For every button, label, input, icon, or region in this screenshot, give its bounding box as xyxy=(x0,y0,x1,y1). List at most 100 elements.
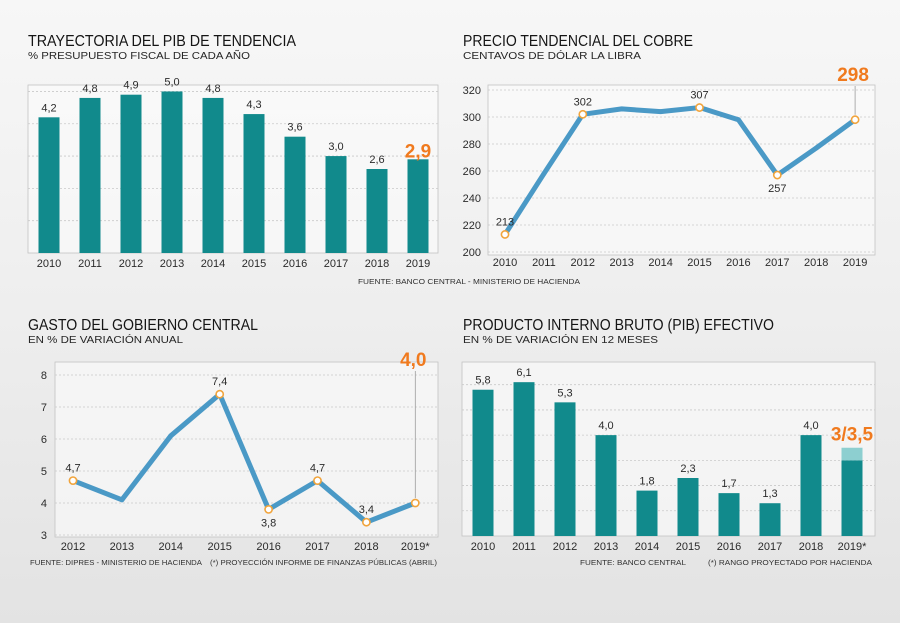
point-label: 4,7 xyxy=(65,463,80,475)
x-tick-label: 2016 xyxy=(717,541,741,553)
x-tick-label: 2019* xyxy=(838,541,867,553)
chart-title: TRAYECTORIA DEL PIB DE TENDENCIA xyxy=(28,33,296,50)
x-tick-label: 2014 xyxy=(635,541,659,553)
chart-title: PRECIO TENDENCIAL DEL COBRE xyxy=(463,33,693,50)
x-tick-label: 2013 xyxy=(160,258,184,270)
bar-2012 xyxy=(120,94,142,253)
point-2014 xyxy=(168,433,174,439)
plot-area: 2010 2011 2012 2013 2014 2015 2016 2017 2018 2019… xyxy=(461,361,876,553)
bar-2014 xyxy=(636,490,658,536)
point-label: 3,4 xyxy=(359,504,374,516)
x-tick-label: 2013 xyxy=(609,257,633,269)
source-note-top: FUENTE: BANCO CENTRAL - MINISTERIO DE HA… xyxy=(358,277,580,286)
x-tick-label: 2016 xyxy=(256,541,280,553)
point-2013 xyxy=(619,106,625,112)
bar-2018 xyxy=(366,169,388,253)
x-tick-label: 2012 xyxy=(61,541,85,553)
y-tick-label: 3 xyxy=(41,530,47,542)
x-tick-label: 2017 xyxy=(324,258,348,270)
x-tick-label: 2014 xyxy=(648,257,672,269)
x-tick-label: 2012 xyxy=(119,258,143,270)
point-label: 3,8 xyxy=(261,517,276,529)
value-label: 1,7 xyxy=(721,478,736,490)
value-label: 3,6 xyxy=(287,122,302,134)
y-tick-label: 320 xyxy=(463,85,481,97)
highlight-value-label: 4,0 xyxy=(400,350,426,371)
highlight-value-label: 3/3,5 xyxy=(831,425,874,446)
x-tick-label: 2011 xyxy=(512,541,536,553)
point-label: 302 xyxy=(574,96,592,108)
value-label: 2,3 xyxy=(680,463,695,475)
value-label: 5,3 xyxy=(557,387,572,399)
point-marker-2012 xyxy=(578,109,588,119)
x-tick-label: 2014 xyxy=(159,541,183,553)
bar-2017 xyxy=(759,503,781,536)
point-marker-2010 xyxy=(500,230,510,239)
value-label: 4,3 xyxy=(246,99,261,111)
x-tick-label: 2012 xyxy=(571,257,595,269)
point-marker-2016 xyxy=(264,504,273,514)
x-tick-label: 2018 xyxy=(804,257,828,269)
x-tick-label: 2019 xyxy=(406,258,430,270)
plot-area: 2010 2011 2012 2013 2014 2015 2016 2017 2018 2019… xyxy=(27,76,439,270)
chart-title: PRODUCTO INTERNO BRUTO (PIB) EFECTIVO xyxy=(463,317,774,334)
chart-subtitle: % PRESUPUESTO FISCAL DE CADA AÑO xyxy=(28,49,250,62)
x-tick-label: 2014 xyxy=(201,258,225,270)
bar-2016 xyxy=(718,493,740,536)
chart-title: GASTO DEL GOBIERNO CENTRAL xyxy=(28,317,258,334)
chart-subtitle: EN % DE VARIACIÓN EN 12 MESES xyxy=(463,333,658,346)
y-tick-label: 220 xyxy=(463,220,481,232)
highlight-value-label: 2,9 xyxy=(405,141,431,162)
point-marker-2018 xyxy=(361,517,371,527)
x-tick-label: 2017 xyxy=(758,541,782,553)
value-label: 1,3 xyxy=(762,488,777,500)
value-label: 1,8 xyxy=(639,476,654,488)
value-label: 4,0 xyxy=(803,420,818,432)
x-tick-label: 2010 xyxy=(471,541,495,553)
bar-2017 xyxy=(325,156,347,253)
bar-2019 xyxy=(407,159,429,253)
point-marker-2015 xyxy=(695,103,704,112)
value-label: 4,9 xyxy=(123,80,138,92)
chart-subtitle: EN % DE VARIACIÓN ANUAL xyxy=(28,333,183,346)
bar-2015 xyxy=(677,478,699,536)
source-note-pib: FUENTE: BANCO CENTRAL xyxy=(580,558,686,567)
x-tick-label: 2017 xyxy=(305,541,329,553)
bar-2011 xyxy=(513,382,535,536)
y-tick-label: 260 xyxy=(463,166,481,178)
point-marker-2015 xyxy=(215,389,225,399)
point-marker-2017 xyxy=(313,476,322,485)
bar-2010 xyxy=(472,389,494,536)
y-tick-label: 300 xyxy=(463,112,481,124)
footnote-pib: (*) RANGO PROYECTADO POR HACIENDA xyxy=(708,558,872,567)
bar-2010 xyxy=(38,117,60,253)
point-label: 7,4 xyxy=(212,376,227,388)
bar-2011 xyxy=(79,97,101,253)
plot-frame xyxy=(487,84,876,256)
x-tick-label: 2019 xyxy=(843,257,867,269)
x-tick-label: 2018 xyxy=(354,541,378,553)
highlight-value-label: 298 xyxy=(837,65,869,86)
plot-area: 3 4 5 6 7 8 2012 2013 2014 2015 2016 2017 2018 2019* 4… xyxy=(41,350,439,553)
x-tick-label: 2011 xyxy=(78,258,102,270)
y-tick-label: 200 xyxy=(463,247,481,259)
point-marker-2019 xyxy=(850,115,860,125)
x-tick-label: 2017 xyxy=(765,257,789,269)
x-tick-label: 2010 xyxy=(493,257,517,269)
chart-pib-efectivo: PRODUCTO INTERNO BRUTO (PIB) EFECTIVO EN… xyxy=(461,317,876,553)
point-2011 xyxy=(541,171,547,177)
x-tick-label: 2015 xyxy=(207,541,231,553)
point-2014 xyxy=(658,109,663,114)
point-label: 4,7 xyxy=(310,463,325,475)
bar-2018 xyxy=(800,435,822,536)
y-tick-label: 7 xyxy=(41,402,47,414)
point-marker-2017 xyxy=(772,170,782,180)
x-tick-label: 2013 xyxy=(110,541,134,553)
point-2018 xyxy=(813,145,819,151)
value-label: 2,6 xyxy=(369,154,384,166)
point-label: 257 xyxy=(768,183,786,195)
y-tick-label: 5 xyxy=(41,466,47,478)
source-note-gasto: FUENTE: DIPRES - MINISTERIO DE HACIENDA xyxy=(30,558,202,567)
chart-precio-cobre: PRECIO TENDENCIAL DEL COBRE CENTAVOS DE … xyxy=(463,33,876,269)
